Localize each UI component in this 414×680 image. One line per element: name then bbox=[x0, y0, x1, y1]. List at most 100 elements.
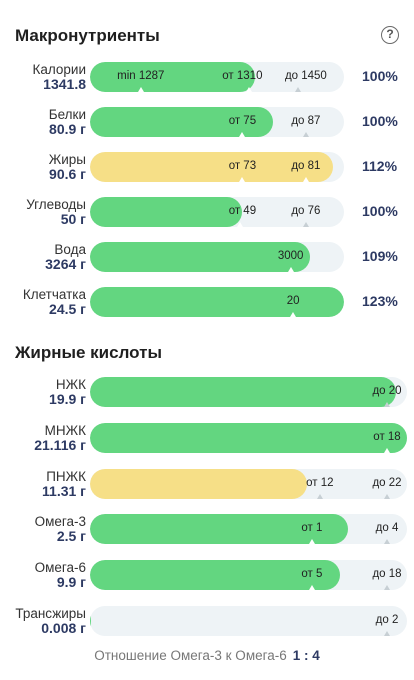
percent-value: 123% bbox=[362, 293, 398, 309]
question-circle-icon[interactable]: ? bbox=[381, 26, 399, 44]
nutrient-name: Углеводы bbox=[26, 197, 86, 212]
range-tick bbox=[137, 87, 144, 92]
progress-track: от 73 до 81 bbox=[90, 152, 344, 182]
range-marker-label: до 22 bbox=[372, 476, 402, 489]
nutrient-row[interactable]: Омега-3 2.5 г от 1 до 4 bbox=[0, 514, 414, 554]
nutrient-row[interactable]: НЖК 19.9 г до 20 bbox=[0, 377, 414, 417]
range-marker-label: до 76 bbox=[291, 205, 321, 217]
range-tick bbox=[302, 132, 309, 137]
nutrient-amount: 80.9 г bbox=[49, 121, 86, 137]
range-marker-label: от 75 bbox=[228, 115, 257, 127]
range-tick bbox=[384, 585, 390, 591]
range-tick bbox=[290, 312, 297, 317]
percent-value: 100% bbox=[362, 203, 398, 219]
fatty-acids-title: Жирные кислоты bbox=[15, 343, 162, 362]
range-marker-label: от 49 bbox=[228, 205, 257, 217]
progress-track: до 2 bbox=[90, 606, 407, 636]
progress-track: до 20 bbox=[90, 377, 407, 407]
nutrient-amount: 90.6 г bbox=[49, 166, 86, 182]
nutrient-amount: 9.9 г bbox=[56, 574, 86, 591]
nutrient-amount: 3264 г bbox=[45, 256, 86, 272]
progress-fill bbox=[90, 152, 333, 182]
range-marker-label: от 5 bbox=[301, 568, 323, 581]
nutrient-row[interactable]: Трансжиры 0.008 г до 2 bbox=[0, 606, 414, 646]
nutrient-name: Белки bbox=[48, 107, 86, 122]
range-marker-label: от 1 bbox=[301, 522, 323, 535]
nutrient-label: Калории 1341.8 bbox=[0, 62, 87, 92]
range-marker-label: от 12 bbox=[306, 476, 334, 489]
nutrient-label: НЖК 19.9 г bbox=[0, 377, 86, 407]
range-tick bbox=[308, 539, 315, 545]
range-tick bbox=[316, 493, 323, 499]
progress-track: от 75 до 87 bbox=[90, 107, 344, 137]
omega-ratio-label: Отношение Омега-3 к Омега-6 bbox=[94, 648, 287, 663]
nutrient-label: Омега-6 9.9 г bbox=[0, 560, 86, 590]
nutrient-name: ПНЖК bbox=[46, 468, 86, 484]
range-tick bbox=[295, 87, 302, 92]
nutrient-row[interactable]: Омега-6 9.9 г от 5 до 18 bbox=[0, 560, 414, 600]
range-marker-label: до 4 bbox=[375, 522, 399, 535]
nutrient-row[interactable]: Жиры 90.6 г от 73 до 81 112% bbox=[0, 152, 414, 192]
progress-fill bbox=[90, 377, 396, 407]
range-marker-label: от 73 bbox=[228, 160, 257, 172]
percent-value: 100% bbox=[362, 68, 398, 84]
range-tick bbox=[384, 493, 390, 499]
nutrient-amount: 1341.8 bbox=[43, 76, 86, 92]
range-tick bbox=[245, 87, 252, 92]
range-marker-label: от 18 bbox=[373, 430, 401, 443]
range-marker-label: до 2 bbox=[375, 614, 399, 626]
range-tick bbox=[239, 132, 246, 137]
nutrient-label: Вода 3264 г bbox=[0, 242, 86, 272]
omega-ratio: Отношение Омега-3 к Омега-6 1 : 4 bbox=[0, 648, 414, 663]
nutrient-name: Омега-6 bbox=[34, 560, 86, 576]
range-tick bbox=[287, 267, 294, 272]
progress-track: от 5 до 18 bbox=[90, 560, 407, 591]
nutrient-row[interactable]: Белки 80.9 г от 75 до 87 100% bbox=[0, 107, 414, 147]
nutrient-label: Трансжиры 0.008 г bbox=[0, 606, 86, 636]
progress-track: от 1 до 4 bbox=[90, 514, 407, 545]
nutrient-amount: 19.9 г bbox=[49, 391, 86, 407]
range-marker-label: 20 bbox=[286, 295, 300, 307]
nutrient-row[interactable]: Клетчатка 24.5 г 20 123% bbox=[0, 287, 414, 327]
range-marker-label: до 81 bbox=[291, 160, 321, 172]
percent-value: 100% bbox=[362, 113, 398, 129]
nutrient-row[interactable]: Углеводы 50 г от 49 до 76 100% bbox=[0, 197, 414, 237]
nutrient-amount: 50 г bbox=[60, 211, 86, 227]
progress-fill bbox=[90, 242, 310, 272]
progress-fill bbox=[90, 287, 344, 317]
progress-fill bbox=[90, 560, 341, 591]
range-marker-label: до 20 bbox=[372, 385, 402, 397]
nutrient-name: Клетчатка bbox=[22, 287, 86, 302]
nutrient-label: ПНЖК 11.31 г bbox=[0, 469, 86, 499]
range-marker-label: min 1287 bbox=[117, 70, 165, 82]
range-tick bbox=[308, 585, 315, 591]
nutrient-name: МНЖК bbox=[44, 422, 86, 438]
progress-fill bbox=[90, 197, 243, 227]
nutrient-amount: 11.31 г bbox=[42, 482, 86, 499]
nutrient-name: Трансжиры bbox=[15, 606, 86, 621]
nutrient-name: Жиры bbox=[48, 152, 86, 167]
progress-track: 3000 bbox=[90, 242, 344, 272]
nutrient-row[interactable]: Калории 1341.8 min 1287 от 1310 до 1450 100% bbox=[0, 62, 414, 102]
nutrient-amount: 0.008 г bbox=[41, 620, 86, 636]
range-tick bbox=[384, 631, 390, 636]
range-marker-label: от 1310 bbox=[222, 70, 263, 82]
nutrient-amount: 2.5 г bbox=[56, 528, 86, 545]
nutrient-amount: 21.116 г bbox=[34, 436, 86, 453]
nutrient-label: Жиры 90.6 г bbox=[0, 152, 86, 182]
progress-fill bbox=[90, 468, 308, 499]
nutrient-amount: 24.5 г bbox=[49, 301, 86, 317]
progress-fill bbox=[90, 62, 256, 92]
nutrient-row[interactable]: МНЖК 21.116 г от 18 bbox=[0, 422, 414, 463]
nutrient-row[interactable]: ПНЖК 11.31 г от 12 до 22 bbox=[0, 468, 414, 509]
range-marker-label: 3000 bbox=[277, 250, 304, 262]
progress-fill bbox=[90, 422, 407, 453]
range-tick bbox=[236, 222, 243, 227]
progress-track: от 12 до 22 bbox=[90, 468, 407, 499]
nutrient-row[interactable]: Вода 3264 г 3000 109% bbox=[0, 242, 414, 282]
percent-value: 109% bbox=[362, 248, 398, 264]
progress-fill bbox=[90, 514, 349, 545]
omega-ratio-value: 1 : 4 bbox=[292, 648, 320, 663]
nutrient-label: Клетчатка 24.5 г bbox=[0, 287, 86, 317]
progress-track: 20 bbox=[90, 287, 344, 317]
